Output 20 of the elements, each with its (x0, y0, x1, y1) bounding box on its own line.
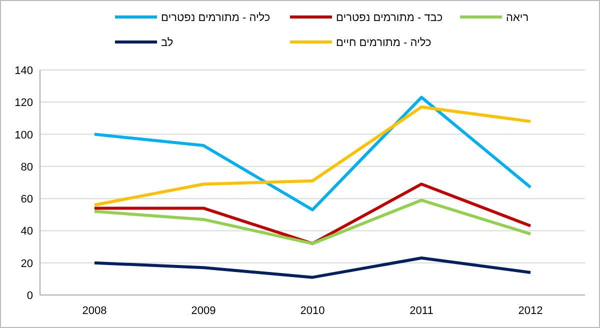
x-tick-label: 2012 (518, 305, 543, 317)
legend-label: לב (161, 37, 174, 49)
x-tick-label: 2009 (191, 305, 216, 317)
line-series (93, 198, 532, 246)
x-tick-label: 2008 (82, 305, 107, 317)
y-tick-label: 20 (20, 258, 33, 270)
x-tick-label: 2010 (300, 305, 325, 317)
y-tick-label: 60 (20, 194, 33, 206)
legend-label: כבד - מתורמים נפטרים (336, 12, 443, 24)
legend-label: כליה - מתורמים נפטרים (161, 12, 270, 24)
x-tick-label: 2011 (410, 305, 434, 317)
y-tick-label: 100 (14, 129, 33, 142)
legend-label: ריאה (506, 12, 529, 24)
y-tick-label: 140 (14, 65, 33, 77)
legend-label: כליה - מתורמים חיים (336, 37, 432, 49)
y-tick-label: 40 (20, 226, 33, 238)
y-tick-label: 80 (20, 161, 33, 174)
line-series (93, 256, 532, 279)
y-tick-label: 0 (26, 290, 33, 302)
y-tick-label: 120 (14, 97, 33, 110)
